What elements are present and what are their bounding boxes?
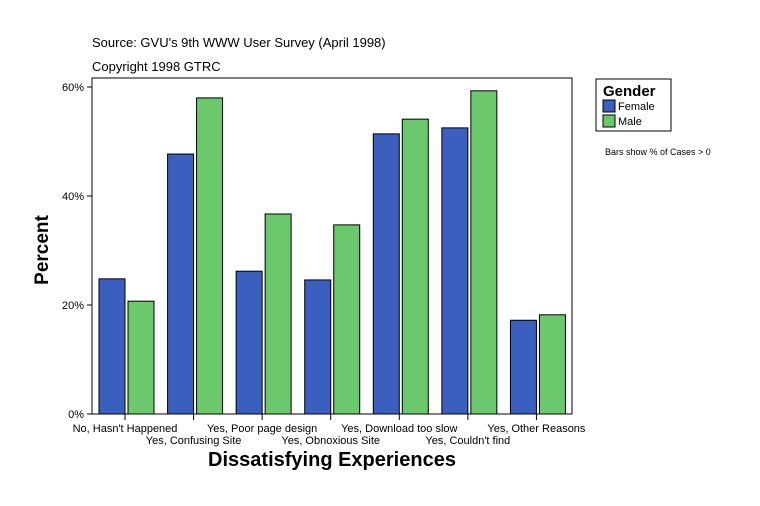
- copyright-note: Copyright 1998 GTRC: [92, 59, 221, 74]
- bar-female: [509, 319, 537, 415]
- source-note: Source: GVU's 9th WWW User Survey (April…: [92, 35, 386, 50]
- bar-male: [470, 90, 498, 415]
- x-axis-label: Dissatisfying Experiences: [208, 449, 456, 471]
- x-tick-label: No, Hasn't Happened: [73, 423, 178, 435]
- bar-male: [127, 300, 155, 415]
- bar-female: [235, 270, 263, 415]
- bar-male: [333, 224, 361, 415]
- x-tick-label: Yes, Couldn't find: [425, 435, 510, 447]
- bar-female: [167, 153, 195, 415]
- bar-male: [196, 97, 224, 415]
- y-tick-label: 0%: [68, 409, 84, 421]
- bar-female: [304, 279, 332, 415]
- bar-male: [401, 118, 429, 415]
- legend-label-female: Female: [618, 101, 655, 113]
- x-tick-label: Yes, Other Reasons: [487, 423, 586, 435]
- legend-swatch-male: [602, 114, 616, 128]
- y-axis: 0% 20% 40% 60%: [62, 82, 92, 421]
- legend: Gender Female Male: [595, 78, 672, 132]
- x-tick-label: Yes, Download too slow: [341, 423, 457, 435]
- x-tick-label: Yes, Poor page design: [207, 423, 317, 435]
- bar-female: [372, 133, 400, 415]
- y-tick-label: 60%: [62, 82, 84, 94]
- bar-male: [538, 314, 566, 415]
- legend-swatch-female: [602, 99, 616, 113]
- x-tick-label: Yes, Confusing Site: [146, 435, 242, 447]
- footnote: Bars show % of Cases > 0: [605, 147, 711, 157]
- legend-title: Gender: [603, 83, 656, 100]
- y-tick-label: 40%: [62, 191, 84, 203]
- bar-male: [264, 213, 292, 415]
- y-axis-label: Percent: [32, 214, 53, 284]
- y-tick-label: 20%: [62, 300, 84, 312]
- plot-area: [91, 77, 573, 415]
- bar-female: [98, 278, 126, 415]
- bar-female: [441, 127, 469, 415]
- bars: [98, 90, 566, 415]
- x-tick-label: Yes, Obnoxious Site: [281, 435, 380, 447]
- legend-label-male: Male: [618, 116, 642, 128]
